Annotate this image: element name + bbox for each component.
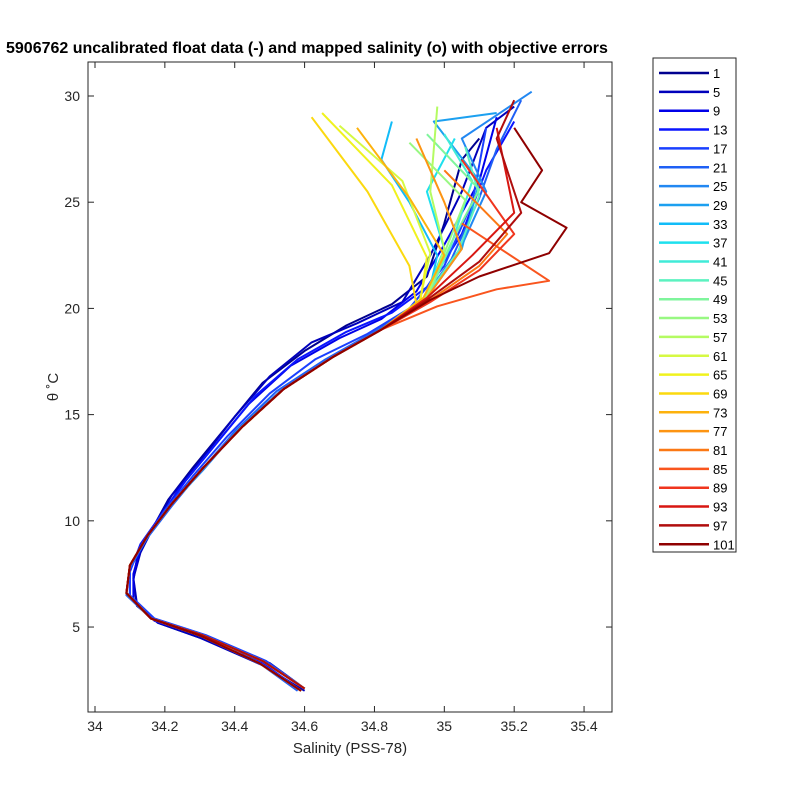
legend-label-49: 49	[713, 292, 727, 307]
legend-label-93: 93	[713, 500, 727, 515]
x-tick-label: 35.4	[570, 718, 597, 734]
legend-label-9: 9	[713, 104, 720, 119]
legend-label-69: 69	[713, 386, 727, 401]
x-axis-ticks: 34 34.2 34.4 34.6 34.8 35 35.2 35.4	[87, 62, 598, 734]
legend-label-33: 33	[713, 217, 727, 232]
legend-label-53: 53	[713, 311, 727, 326]
x-tick-label: 34.8	[361, 718, 388, 734]
legend-label-97: 97	[713, 518, 727, 533]
legend-label-45: 45	[713, 273, 727, 288]
legend-label-17: 17	[713, 141, 727, 156]
x-axis-label: Salinity (PSS-78)	[293, 740, 407, 757]
chart-title: 5906762 uncalibrated float data (-) and …	[6, 40, 608, 57]
legend-label-101: 101	[713, 537, 735, 552]
y-axis-ticks: 5 10 15 20 25 30	[64, 88, 612, 635]
x-tick-label: 35	[437, 718, 453, 734]
y-tick-label: 30	[64, 88, 80, 104]
x-tick-label: 34.4	[221, 718, 248, 734]
legend-label-29: 29	[713, 198, 727, 213]
y-tick-label: 10	[64, 513, 80, 529]
legend-label-73: 73	[713, 405, 727, 420]
legend-label-5: 5	[713, 85, 720, 100]
legend-label-65: 65	[713, 368, 727, 383]
y-tick-label: 25	[64, 194, 80, 210]
legend-label-89: 89	[713, 481, 727, 496]
legend-label-77: 77	[713, 424, 727, 439]
plot-area	[87, 61, 613, 713]
legend-label-41: 41	[713, 255, 727, 270]
legend-label-1: 1	[713, 66, 720, 81]
y-axis-label: θ ˚C	[45, 373, 62, 402]
legend-label-37: 37	[713, 236, 727, 251]
x-tick-label: 34.6	[291, 718, 318, 734]
series-layer	[125, 90, 568, 692]
legend: 1 5 9 13 17 21 25 29 33 37 41 45 49 53 57 61 65 69 73 77 81 8…	[652, 57, 737, 553]
legend-label-25: 25	[713, 179, 727, 194]
legend-label-21: 21	[713, 160, 727, 175]
legend-label-61: 61	[713, 349, 727, 364]
y-tick-label: 15	[64, 407, 80, 423]
legend-label-81: 81	[713, 443, 727, 458]
x-tick-label: 34	[87, 718, 103, 734]
legend-label-57: 57	[713, 330, 727, 345]
y-tick-label: 20	[64, 300, 80, 316]
x-tick-label: 35.2	[501, 718, 528, 734]
y-tick-label: 5	[72, 619, 80, 635]
series-line-101	[125, 127, 568, 692]
legend-label-13: 13	[713, 123, 727, 138]
x-tick-label: 34.2	[151, 718, 178, 734]
legend-label-85: 85	[713, 462, 727, 477]
